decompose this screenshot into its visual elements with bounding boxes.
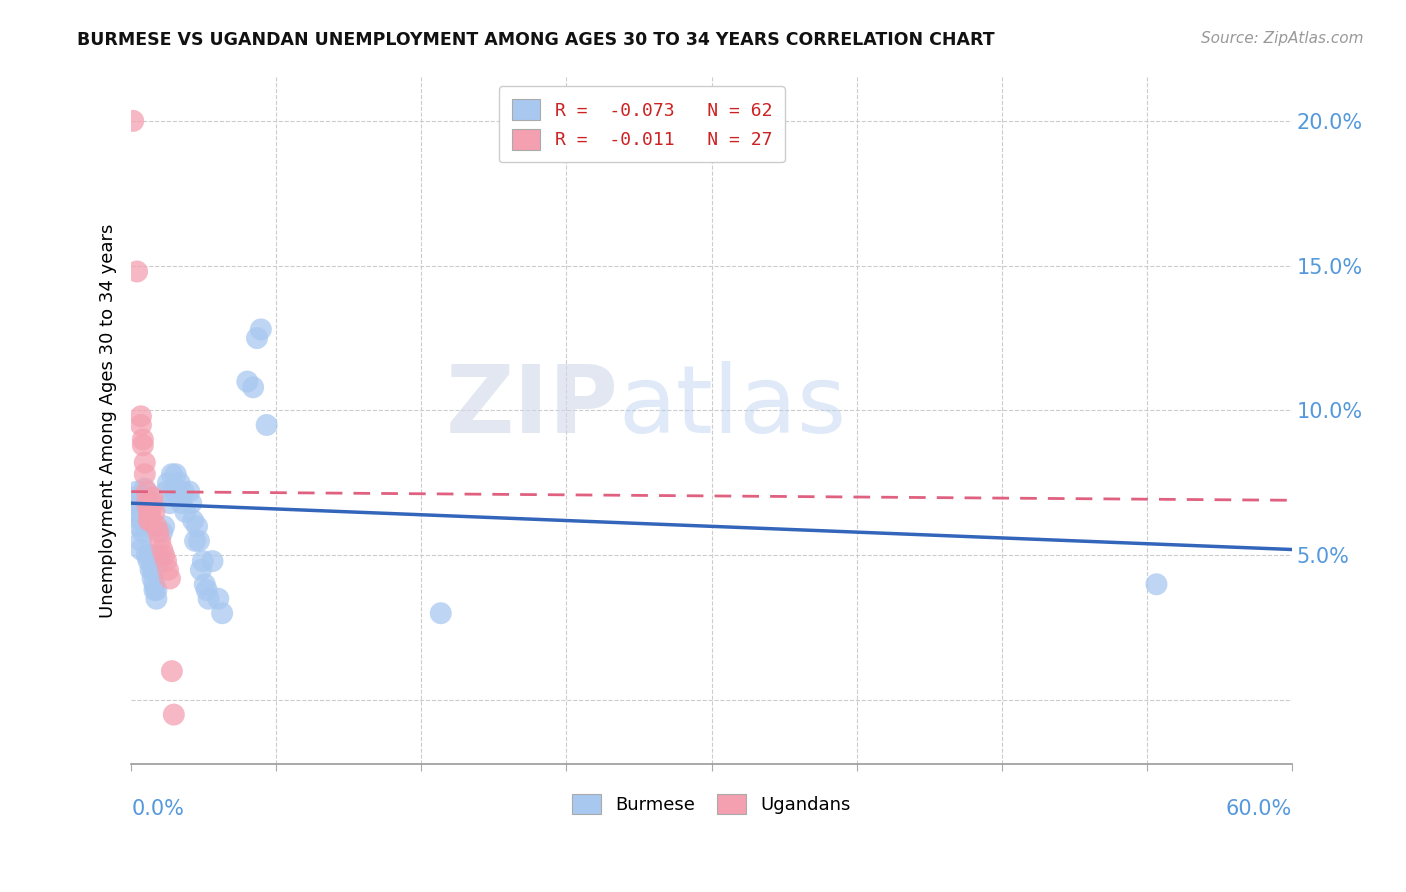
Point [139, 549, 162, 563]
Point [155, 554, 177, 568]
Point [188, 533, 211, 548]
Point [135, 549, 157, 563]
Point [242, 380, 264, 394]
Point [159, 496, 181, 510]
Point [181, 514, 204, 528]
Point [128, 519, 150, 533]
Point [163, 482, 186, 496]
Point [124, 505, 146, 519]
Point [429, 606, 451, 620]
Point [160, 664, 183, 678]
Point [150, 525, 173, 540]
Point [194, 577, 217, 591]
Point [195, 582, 218, 597]
Point [138, 505, 160, 519]
Point [134, 456, 156, 470]
Point [134, 491, 156, 505]
Point [256, 417, 278, 432]
Point [139, 514, 162, 528]
Point [236, 375, 259, 389]
Point [134, 482, 156, 496]
Point [138, 514, 160, 528]
Point [141, 496, 163, 510]
Point [132, 433, 155, 447]
Point [160, 467, 183, 482]
Point [135, 484, 157, 499]
Point [156, 563, 179, 577]
Point [153, 549, 176, 563]
Point [246, 331, 269, 345]
Point [197, 591, 219, 606]
Point [145, 582, 167, 597]
Point [141, 491, 163, 505]
Point [166, 491, 188, 505]
Point [156, 475, 179, 490]
Text: ZIP: ZIP [446, 361, 619, 453]
Legend: Burmese, Ugandans: Burmese, Ugandans [564, 785, 860, 823]
Point [145, 591, 167, 606]
Point [139, 505, 162, 519]
Point [129, 533, 152, 548]
Point [163, 707, 186, 722]
Text: 60.0%: 60.0% [1226, 798, 1292, 819]
Point [165, 467, 187, 482]
Point [149, 554, 172, 568]
Point [148, 525, 170, 540]
Point [186, 519, 208, 533]
Text: BURMESE VS UGANDAN UNEMPLOYMENT AMONG AGES 30 TO 34 YEARS CORRELATION CHART: BURMESE VS UGANDAN UNEMPLOYMENT AMONG AG… [77, 31, 995, 49]
Point [129, 409, 152, 424]
Point [174, 505, 197, 519]
Point [149, 533, 172, 548]
Point [125, 264, 148, 278]
Point [145, 519, 167, 533]
Text: atlas: atlas [619, 361, 846, 453]
Text: Source: ZipAtlas.com: Source: ZipAtlas.com [1201, 31, 1364, 46]
Point [125, 484, 148, 499]
Point [135, 496, 157, 510]
Point [184, 533, 207, 548]
Point [132, 514, 155, 528]
Y-axis label: Unemployment Among Ages 30 to 34 years: Unemployment Among Ages 30 to 34 years [100, 223, 117, 618]
Point [128, 496, 150, 510]
Point [141, 563, 163, 577]
Point [125, 510, 148, 524]
Point [153, 519, 176, 533]
Point [211, 606, 233, 620]
Point [201, 554, 224, 568]
Point [134, 467, 156, 482]
Point [129, 542, 152, 557]
Point [122, 114, 145, 128]
Point [143, 582, 166, 597]
Point [141, 572, 163, 586]
Point [129, 499, 152, 513]
Point [179, 484, 201, 499]
Text: 0.0%: 0.0% [131, 798, 184, 819]
Point [172, 484, 194, 499]
Point [139, 563, 162, 577]
Point [170, 496, 193, 510]
Point [207, 591, 229, 606]
Point [190, 563, 212, 577]
Point [1146, 577, 1168, 591]
Point [135, 510, 157, 524]
Point [169, 475, 191, 490]
Point [138, 496, 160, 510]
Point [124, 496, 146, 510]
Point [148, 549, 170, 563]
Point [180, 496, 202, 510]
Point [150, 542, 173, 557]
Point [143, 505, 166, 519]
Point [155, 484, 177, 499]
Point [132, 525, 155, 540]
Point [191, 554, 214, 568]
Point [159, 572, 181, 586]
Point [129, 417, 152, 432]
Point [143, 577, 166, 591]
Point [250, 322, 273, 336]
Point [122, 491, 145, 505]
Point [138, 554, 160, 568]
Point [132, 438, 155, 452]
